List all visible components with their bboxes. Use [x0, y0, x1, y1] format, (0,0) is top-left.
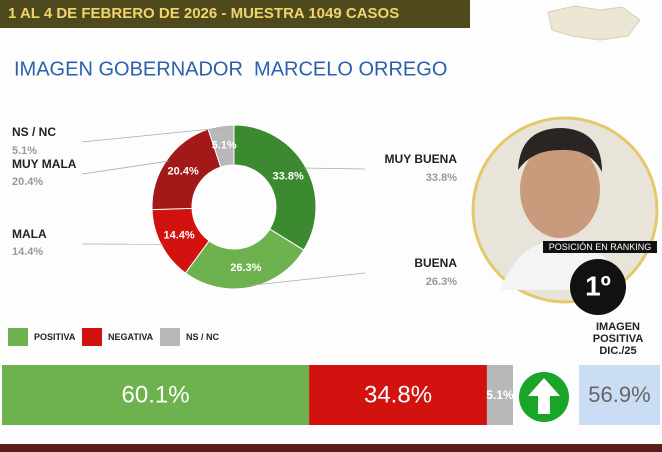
slice-label: 33.8%: [273, 171, 304, 183]
slice-label: 5.1%: [212, 140, 237, 152]
footer-strip: [0, 444, 662, 452]
donut-slice: [233, 124, 317, 251]
donut-slice: [184, 228, 305, 290]
category-label: MUY MALA: [12, 157, 77, 171]
leader-line: [303, 167, 366, 170]
category-value: 26.3%: [426, 276, 457, 288]
trend-arrow: [528, 378, 560, 414]
ranking-position: 1º: [585, 270, 611, 301]
ranking-label-bg: [543, 241, 657, 253]
ranking-label: POSICIÓN EN RANKING: [549, 242, 652, 252]
bar-label: 5.1%: [486, 388, 514, 402]
bar-segment: [486, 365, 513, 425]
legend-swatch: [82, 328, 102, 346]
legend-label: NEGATIVA: [108, 332, 154, 342]
map-decoration: [547, 5, 641, 41]
portrait-face: [520, 142, 600, 238]
bar-label: 60.1%: [122, 381, 190, 408]
bar-segment: [309, 365, 487, 425]
header-bar: [0, 0, 470, 28]
leader-line: [249, 272, 366, 286]
bar-label: 34.8%: [364, 381, 432, 408]
legend-swatch: [160, 328, 180, 346]
category-label: BUENA: [414, 256, 457, 270]
previous-label: POSITIVA: [593, 333, 644, 345]
slice-label: 14.4%: [164, 230, 195, 242]
category-label: MUY BUENA: [385, 152, 458, 166]
category-value: 33.8%: [426, 172, 457, 184]
category-label: MALA: [12, 227, 47, 241]
bar-segment: [2, 365, 310, 425]
category-value: 14.4%: [12, 246, 43, 258]
category-value: 20.4%: [12, 176, 43, 188]
donut-slice: [207, 124, 235, 168]
leader-line: [81, 160, 169, 175]
previous-value: 56.9%: [588, 382, 650, 407]
category-label: NS / NC: [12, 125, 56, 139]
legend-swatch: [8, 328, 28, 346]
previous-box: [579, 365, 660, 425]
previous-label: IMAGEN: [596, 321, 640, 333]
portrait-hair: [518, 128, 602, 172]
legend-label: NS / NC: [186, 332, 220, 342]
header-title: 1 AL 4 DE FEBRERO DE 2026 - MUESTRA 1049…: [8, 5, 399, 22]
category-value: 5.1%: [12, 145, 37, 157]
slice-label: 26.3%: [230, 262, 261, 274]
previous-label: DIC./25: [599, 345, 636, 357]
chart-title: IMAGEN GOBERNADOR MARCELO ORREGO: [14, 58, 447, 80]
leader-line: [81, 127, 222, 143]
slice-label: 20.4%: [168, 165, 199, 177]
ranking-badge: [570, 259, 626, 315]
legend-label: POSITIVA: [34, 332, 76, 342]
